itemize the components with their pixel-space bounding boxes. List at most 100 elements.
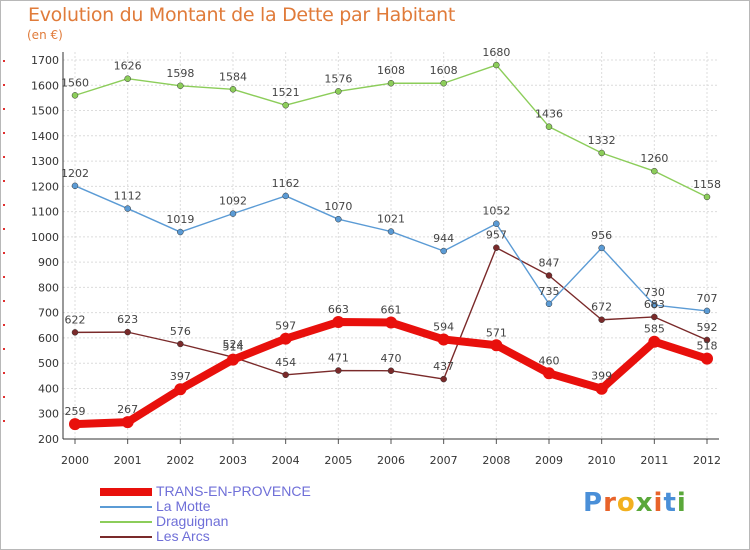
data-point — [174, 383, 187, 396]
data-label: 661 — [381, 304, 402, 317]
data-point — [335, 215, 342, 223]
data-point — [71, 329, 79, 336]
data-point — [440, 247, 447, 255]
logo-letter: i — [676, 488, 687, 518]
data-label: 1584 — [219, 70, 247, 83]
data-point — [598, 149, 605, 157]
y-tick-label: 900 — [38, 256, 59, 269]
logo-letter: o — [616, 488, 636, 518]
edge-mark — [3, 252, 5, 254]
y-tick-label: 300 — [38, 408, 59, 421]
edge-mark — [3, 108, 5, 110]
data-label: 663 — [328, 303, 349, 316]
data-label: 460 — [539, 354, 560, 367]
data-point — [71, 92, 79, 99]
y-tick-label: 600 — [38, 332, 59, 345]
legend-swatch — [100, 535, 152, 538]
data-point — [703, 193, 711, 201]
edge-mark — [3, 204, 5, 206]
data-label: 399 — [591, 370, 612, 383]
data-point — [177, 340, 184, 348]
y-tick-label: 1000 — [31, 231, 59, 244]
x-tick-label: 2000 — [61, 454, 89, 467]
data-point — [332, 316, 345, 329]
x-tick-label: 2001 — [114, 454, 142, 467]
logo-letter: t — [663, 488, 677, 518]
x-tick-label: 2007 — [430, 454, 458, 467]
data-label: 944 — [433, 232, 454, 245]
logo-letter: P — [583, 488, 604, 518]
data-point — [545, 123, 553, 130]
edge-mark — [3, 348, 5, 350]
legend-label: Les Arcs — [156, 528, 210, 544]
data-point — [598, 316, 605, 323]
data-point — [282, 101, 289, 109]
chart-unit-label: (en €) — [27, 28, 63, 42]
data-point — [493, 244, 500, 251]
y-tick-label: 1200 — [31, 180, 59, 193]
data-point — [440, 79, 447, 87]
x-tick-label: 2005 — [324, 454, 352, 467]
data-point — [227, 353, 239, 366]
legend-swatch — [100, 505, 152, 508]
logo-letter: r — [603, 488, 617, 518]
edge-mark — [3, 372, 5, 374]
data-point — [124, 205, 131, 212]
data-point — [387, 228, 395, 235]
data-label: 454 — [275, 356, 296, 369]
data-label: 672 — [591, 301, 612, 314]
data-label: 1112 — [114, 190, 142, 203]
data-label: 1608 — [377, 64, 405, 77]
data-label: 1680 — [482, 46, 510, 59]
data-label: 470 — [381, 352, 402, 365]
data-label: 524 — [223, 338, 244, 351]
data-label: 592 — [697, 321, 718, 334]
series-layer — [69, 61, 713, 431]
data-point — [493, 220, 500, 227]
data-point — [177, 228, 184, 236]
data-point — [335, 88, 342, 95]
y-tick-label: 1500 — [31, 105, 59, 118]
edge-mark — [3, 300, 5, 302]
edge-mark — [3, 276, 5, 278]
data-label: 730 — [644, 286, 665, 299]
data-point — [545, 300, 553, 308]
edge-mark — [3, 420, 5, 422]
data-label: 1092 — [219, 195, 247, 208]
data-label: 1626 — [114, 60, 142, 73]
edge-mark — [3, 60, 5, 62]
data-label: 957 — [486, 229, 507, 242]
edge-mark — [3, 156, 5, 158]
logo-letter: i — [653, 488, 664, 518]
data-point — [124, 75, 131, 82]
x-tick-label: 2011 — [640, 454, 668, 467]
x-tick-label: 2012 — [693, 454, 721, 467]
data-label: 1158 — [693, 178, 721, 191]
data-label: 735 — [539, 285, 560, 298]
data-point — [335, 367, 342, 374]
data-point — [71, 182, 79, 190]
logo-letter: x — [635, 488, 654, 518]
data-label: 585 — [644, 323, 665, 336]
data-point — [387, 79, 395, 87]
chart-title: Evolution du Montant de la Dette par Hab… — [28, 4, 456, 26]
y-tick-label: 700 — [38, 307, 59, 320]
data-point — [440, 375, 447, 383]
data-label: 1576 — [324, 72, 352, 85]
x-tick-label: 2004 — [272, 454, 300, 467]
data-point — [229, 210, 237, 217]
y-tick-label: 200 — [38, 433, 59, 446]
data-label: 576 — [170, 325, 191, 338]
data-label: 1202 — [61, 167, 89, 180]
data-point — [490, 339, 503, 352]
x-tick-label: 2009 — [535, 454, 563, 467]
data-label: 1560 — [61, 76, 89, 89]
data-point — [493, 61, 500, 69]
data-label: 259 — [65, 405, 86, 418]
data-label: 1070 — [324, 200, 352, 213]
data-label: 622 — [65, 313, 86, 326]
data-label: 1019 — [166, 213, 194, 226]
data-label: 1521 — [272, 86, 300, 99]
data-point — [543, 367, 555, 380]
